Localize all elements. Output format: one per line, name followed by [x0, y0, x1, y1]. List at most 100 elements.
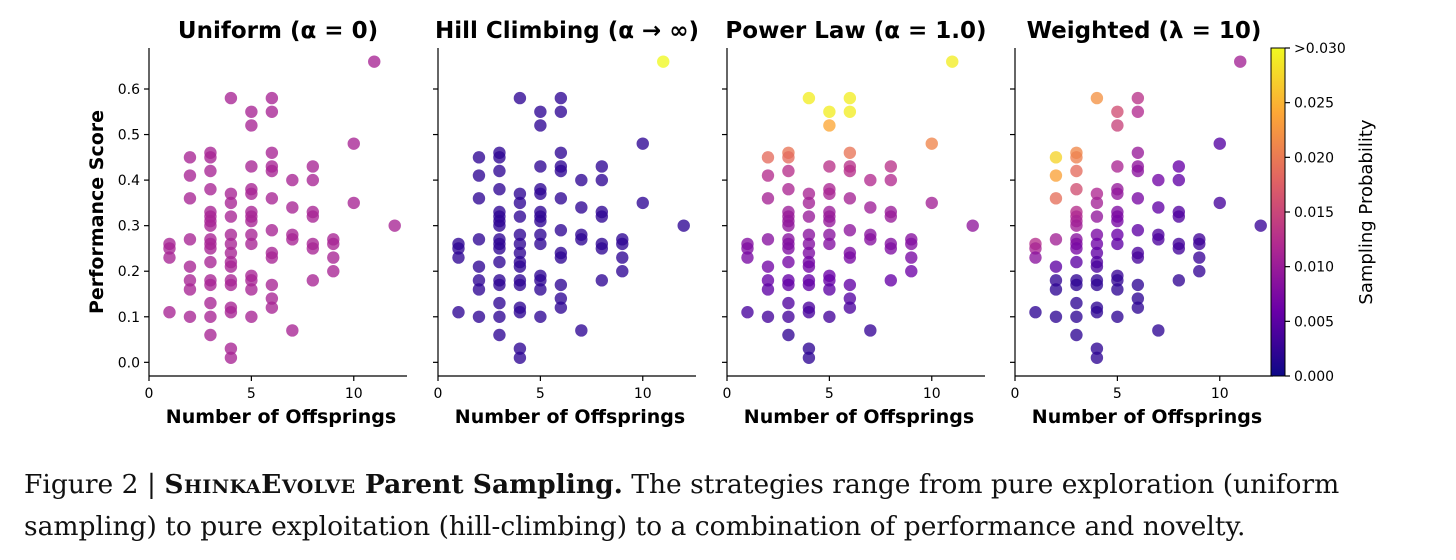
data-point	[534, 214, 547, 228]
panel-uniform: Uniform (α = 0) 0.0 0.1 0.2 0.3 0.4 0.5 0.6 0 5 10…	[86, 18, 407, 428]
data-point	[265, 301, 279, 314]
data-point	[741, 242, 754, 255]
data-point	[864, 233, 877, 246]
data-point	[493, 151, 506, 164]
x-tick-label: 5	[536, 386, 545, 402]
colorbar: 0.000 0.005 0.010 0.015 0.020 0.025 >0.030 Sam…	[1270, 41, 1377, 385]
data-point	[493, 219, 506, 232]
data-point	[1090, 246, 1104, 260]
data-point	[616, 251, 629, 264]
data-point	[595, 210, 609, 223]
data-point	[843, 192, 857, 205]
data-point	[224, 246, 238, 260]
data-point	[286, 324, 299, 337]
data-point	[802, 91, 816, 105]
data-point	[761, 233, 775, 246]
data-point	[802, 278, 816, 292]
data-point	[575, 233, 588, 246]
data-point	[1029, 306, 1042, 319]
data-point	[761, 192, 775, 205]
data-point	[575, 173, 588, 187]
data-point	[1213, 196, 1226, 210]
data-point	[204, 310, 217, 323]
data-point	[1111, 274, 1124, 287]
data-point	[1131, 292, 1145, 305]
data-point	[575, 201, 588, 214]
data-point	[493, 242, 506, 255]
colorbar-gradient	[1270, 47, 1286, 377]
data-point	[554, 105, 568, 118]
data-point	[823, 214, 836, 228]
panel-power: Power Law (α = 1.0) 0 5 10 Number of Offspri…	[722, 18, 987, 428]
data-point	[347, 196, 360, 210]
caption-label: Figure 2 |	[24, 469, 165, 500]
data-point	[1131, 192, 1145, 205]
data-point	[327, 251, 340, 264]
data-point	[782, 183, 795, 196]
data-point	[224, 351, 238, 364]
data-point	[1111, 187, 1124, 200]
data-point	[843, 278, 857, 292]
data-point	[843, 292, 857, 305]
data-point	[761, 260, 775, 273]
data-point	[823, 310, 836, 323]
data-point	[452, 242, 465, 255]
data-point	[493, 164, 506, 178]
data-point	[1234, 55, 1247, 68]
data-point	[1172, 210, 1186, 223]
data-point	[1090, 210, 1104, 223]
data-point	[636, 196, 649, 210]
data-point	[534, 237, 547, 251]
data-point	[183, 310, 197, 323]
data-point	[224, 91, 238, 105]
data-point	[245, 187, 258, 200]
data-point	[513, 278, 527, 292]
data-point	[1254, 219, 1267, 232]
data-point	[452, 306, 465, 319]
data-point	[265, 146, 279, 159]
data-point	[306, 173, 320, 187]
data-point	[595, 160, 609, 173]
data-point	[802, 237, 816, 251]
data-point	[1090, 196, 1104, 210]
data-point	[534, 310, 547, 323]
data-point	[265, 251, 279, 264]
x-tick-label: 5	[825, 386, 834, 402]
x-tick-label: 10	[923, 386, 941, 402]
data-point	[843, 301, 857, 314]
data-point	[452, 251, 465, 264]
data-point	[183, 151, 197, 164]
data-point	[513, 237, 527, 251]
data-point	[575, 324, 588, 337]
data-point	[1070, 255, 1083, 269]
data-point	[946, 55, 959, 68]
data-point	[823, 119, 836, 132]
x-axis-label: Number of Offsprings	[455, 406, 685, 428]
x-tick-label: 0	[723, 386, 732, 402]
data-point	[554, 146, 568, 159]
data-point	[782, 255, 795, 269]
data-point	[843, 91, 857, 105]
data-point	[864, 173, 877, 187]
data-point	[554, 91, 568, 105]
data-point	[245, 214, 258, 228]
data-point	[493, 310, 506, 323]
data-point	[1131, 146, 1145, 159]
data-point	[1049, 283, 1063, 296]
data-point	[534, 119, 547, 132]
x-tick-label: 0	[434, 386, 443, 402]
data-point	[1049, 274, 1063, 287]
data-point	[925, 137, 938, 150]
data-point	[1070, 278, 1083, 292]
data-point	[782, 164, 795, 178]
data-point	[905, 265, 918, 278]
x-tick-label: 10	[345, 386, 363, 402]
data-point	[595, 274, 609, 287]
x-axis-label: Number of Offsprings	[1032, 406, 1262, 428]
data-point	[513, 91, 527, 105]
data-point	[761, 310, 775, 323]
data-point	[513, 351, 527, 364]
data-point	[286, 233, 299, 246]
data-point	[493, 278, 506, 292]
data-point	[204, 296, 217, 310]
